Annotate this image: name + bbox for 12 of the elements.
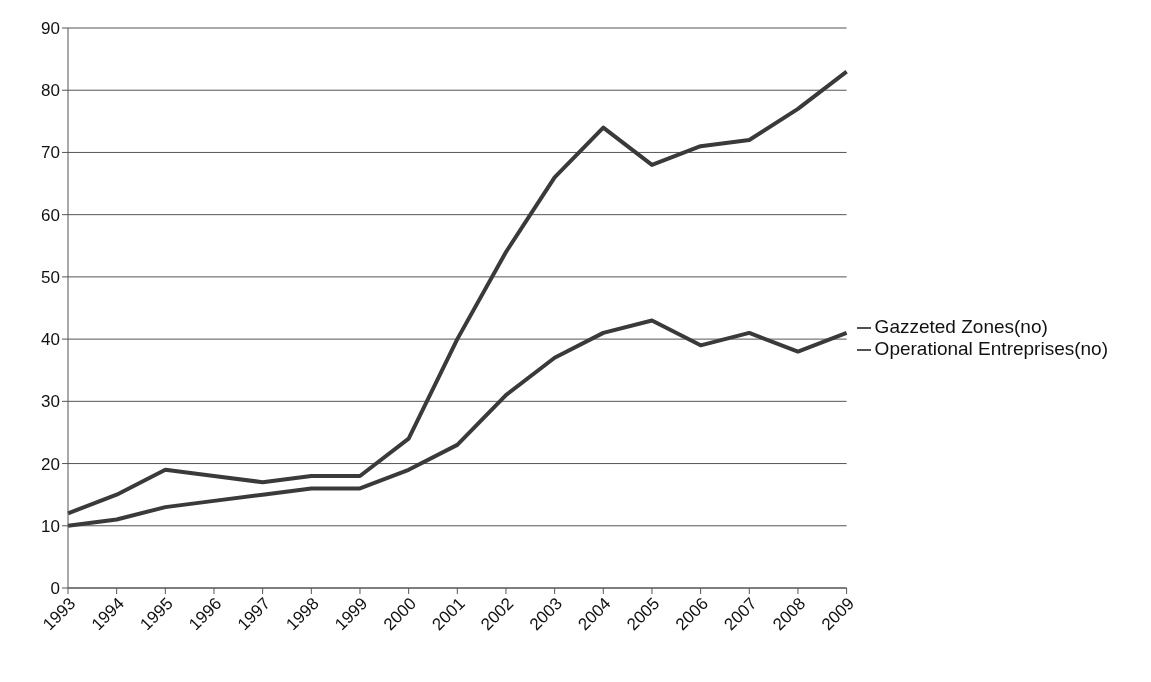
y-tick-label: 80 [41, 81, 60, 101]
y-tick-label: 90 [41, 19, 60, 39]
legend-label: Gazzeted Zones(no) [874, 316, 1048, 337]
y-tick-label: 70 [41, 143, 60, 163]
y-tick-label: 60 [41, 205, 60, 225]
y-tick-label: 40 [41, 330, 60, 350]
y-tick-label: 10 [41, 516, 60, 536]
y-tick-label: 50 [41, 267, 60, 287]
y-tick-label: 0 [50, 579, 60, 599]
y-tick-label: 30 [41, 392, 60, 412]
legend-label: Operational Entreprises(no) [874, 338, 1108, 359]
y-tick-label: 20 [41, 454, 60, 474]
